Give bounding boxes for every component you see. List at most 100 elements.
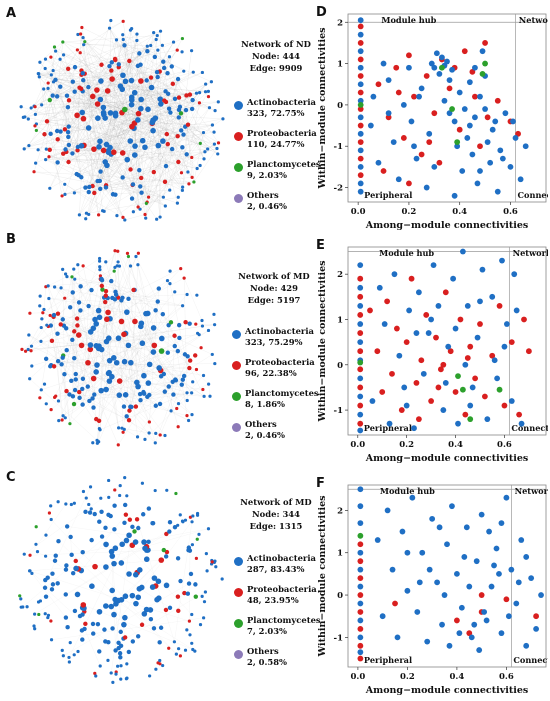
network-edge	[105, 93, 169, 186]
network-node	[150, 349, 157, 355]
network-node	[37, 612, 41, 617]
network-node	[49, 638, 54, 642]
network-edge	[208, 384, 211, 397]
network-edge	[119, 301, 158, 382]
scatter-point	[474, 180, 481, 187]
network-node	[153, 488, 157, 493]
network-node	[95, 621, 101, 627]
network-node	[204, 82, 208, 86]
network-edge	[35, 81, 54, 115]
network-edge	[30, 549, 164, 556]
scatter-point	[456, 89, 463, 96]
network-node	[81, 264, 85, 268]
network-edge	[98, 310, 127, 313]
network-node	[160, 43, 164, 47]
scatter-point	[464, 135, 471, 141]
network-edge	[63, 54, 75, 92]
scatter-point	[431, 163, 438, 170]
x-tick-label: 0.6	[499, 672, 514, 682]
network-node	[98, 265, 102, 269]
network-node	[89, 287, 94, 293]
network-node	[132, 539, 139, 545]
network-node	[190, 175, 194, 179]
network-edge	[59, 59, 135, 156]
network-node	[193, 582, 198, 587]
network-edge	[45, 58, 183, 188]
legend-dot	[232, 392, 241, 401]
network-node	[146, 539, 151, 545]
legend-entry: Proteobacteria 96, 22.38%	[232, 357, 316, 384]
network-title: Network of MD	[238, 271, 310, 281]
network-edge	[38, 21, 124, 74]
network-node	[61, 414, 65, 418]
network-edge	[130, 362, 137, 407]
network-node	[33, 112, 38, 116]
network-edge	[117, 297, 122, 322]
network-edge	[76, 318, 94, 379]
network-node	[190, 412, 194, 417]
network-node	[64, 347, 69, 353]
network-edge	[131, 122, 153, 199]
network-edge	[68, 128, 135, 163]
network-node	[82, 43, 86, 47]
network-node	[38, 294, 42, 298]
network-node	[109, 60, 114, 65]
network-node	[158, 658, 162, 663]
scatter-point	[522, 143, 529, 150]
network-node	[113, 57, 118, 63]
network-edge	[185, 126, 205, 159]
network-edge	[156, 72, 173, 84]
network-node	[43, 66, 47, 71]
network-edge	[82, 51, 148, 92]
network-title: Network of MD	[240, 497, 312, 507]
scatter-point	[428, 316, 435, 323]
network-node	[124, 309, 130, 315]
y-tick-label: -1	[334, 142, 344, 152]
network-edge	[93, 278, 102, 408]
network-edge	[130, 30, 139, 208]
network-node	[55, 160, 60, 165]
network-node	[138, 398, 143, 403]
network-edge	[21, 268, 181, 350]
scatter-point	[508, 398, 515, 404]
network-node	[47, 147, 52, 153]
legend-dot	[234, 101, 243, 110]
network-edge	[48, 285, 93, 399]
network-node	[103, 288, 109, 294]
network-node	[112, 110, 119, 117]
network-edge	[144, 92, 200, 148]
network-node	[71, 401, 77, 407]
network-node	[33, 627, 37, 631]
network-edge	[85, 623, 109, 643]
network-node	[121, 430, 125, 434]
network-edge	[68, 136, 166, 207]
network-node	[116, 640, 121, 645]
network-node	[158, 433, 162, 437]
network-node	[78, 308, 83, 313]
network-node	[202, 600, 207, 604]
network-edge	[109, 28, 133, 127]
network-node	[187, 418, 191, 423]
network-edge	[60, 276, 73, 325]
network-node	[213, 361, 217, 366]
legend-b: Network of MD Node: 429 Edge: 5197 Actin…	[232, 270, 319, 446]
network-node	[75, 48, 79, 52]
network-edge	[54, 297, 105, 398]
network-node	[64, 524, 70, 529]
network-node	[95, 115, 101, 122]
network-edge	[76, 318, 132, 408]
network-edge	[28, 334, 200, 350]
scatter-point	[357, 312, 364, 318]
network-node	[42, 132, 47, 137]
network-node	[215, 146, 219, 151]
network-node	[76, 649, 80, 654]
network-node	[72, 267, 76, 271]
network-edge	[49, 99, 66, 150]
network-node	[51, 364, 57, 369]
network-edge	[75, 268, 181, 380]
network-node	[97, 649, 102, 654]
scatter-point	[357, 293, 364, 300]
network-node	[176, 608, 181, 614]
network-node	[158, 335, 165, 342]
network-edge	[31, 101, 219, 109]
